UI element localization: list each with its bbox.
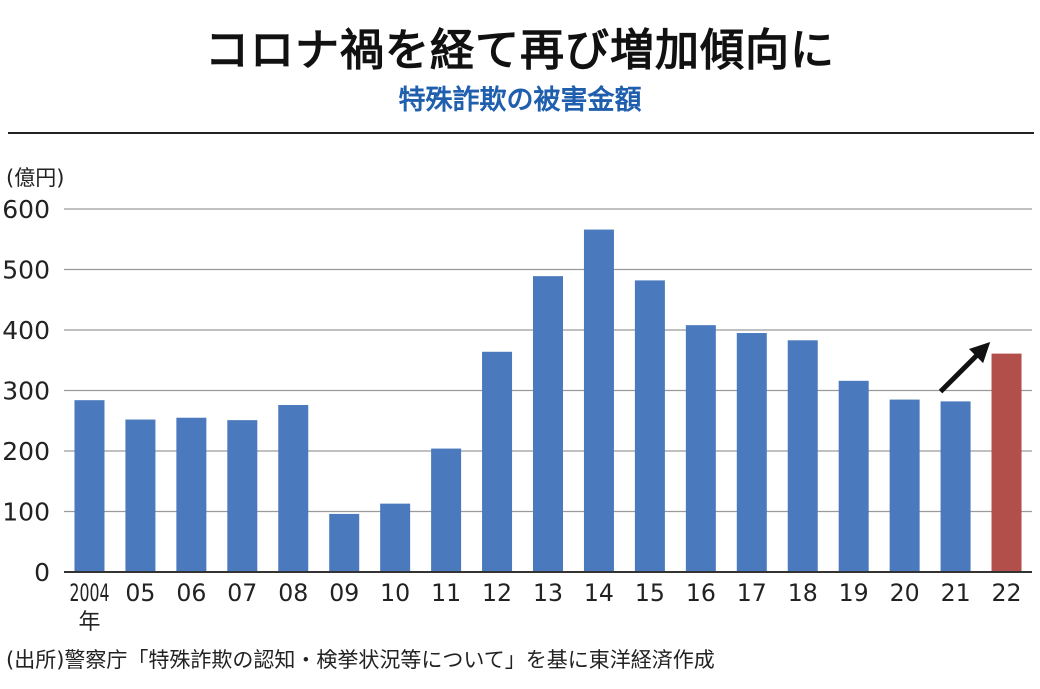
x-tick-label-19: 19 [839,579,869,607]
bar-20 [889,399,920,572]
bar-05 [125,419,156,572]
bar-12 [482,351,513,572]
y-tick-label-400: 400 [2,316,50,345]
bar-07 [227,420,258,572]
y-tick-label-600: 600 [2,195,50,224]
y-tick-label-0: 0 [34,558,50,587]
x-tick-label-11: 11 [431,579,461,607]
x-tick-label-17: 17 [737,579,767,607]
bar-22 [991,353,1022,572]
x-tick-label-18: 18 [788,579,818,607]
bar-06 [176,417,207,572]
bar-2004 [74,400,105,572]
bar-19 [838,380,869,572]
x-tick-label-15: 15 [635,579,665,607]
chart-subtitle: 特殊詐欺の被害金額 [398,85,642,116]
x-tick-label-09: 09 [329,579,359,607]
bar-15 [634,280,665,572]
x-tick-label-14: 14 [584,579,614,607]
y-tick-label-300: 300 [2,377,50,406]
chart-title: コロナ禍を経て再び増加傾向に [205,25,835,76]
y-tick-label-200: 200 [2,437,50,466]
title-divider [8,132,1034,134]
bar-17 [736,333,767,572]
bar-16 [685,325,716,572]
source-note: (出所)警察庁「特殊詐欺の認知・検挙状況等について」を基に東洋経済作成 [6,648,715,672]
x-tick-label-21: 21 [941,579,971,607]
x-tick-label-08: 08 [278,579,308,607]
bar-09 [329,513,360,572]
bar-14 [583,229,614,572]
y-axis-unit-label: (億円) [6,166,65,190]
x-tick-label-05: 05 [125,579,155,607]
x-tick-label-2004: 2004 [69,579,109,607]
x-tick-label-12: 12 [482,579,512,607]
bar-10 [380,503,411,572]
x-tick-label-20: 20 [890,579,920,607]
x-tick-label-22: 22 [992,579,1022,607]
x-tick-label-13: 13 [533,579,563,607]
bar-08 [278,405,309,572]
x-tick-label-16: 16 [686,579,716,607]
x-tick-label-suffix: 年 [78,610,100,635]
x-tick-label-06: 06 [176,579,206,607]
y-tick-label-100: 100 [2,498,50,527]
bar-18 [787,340,818,572]
x-tick-label-07: 07 [227,579,257,607]
y-tick-label-500: 500 [2,256,50,285]
bar-11 [431,448,462,572]
bar-13 [533,276,563,572]
bar-21 [940,401,971,572]
x-tick-label-10: 10 [380,579,410,607]
trend-arrow-icon [938,341,991,394]
